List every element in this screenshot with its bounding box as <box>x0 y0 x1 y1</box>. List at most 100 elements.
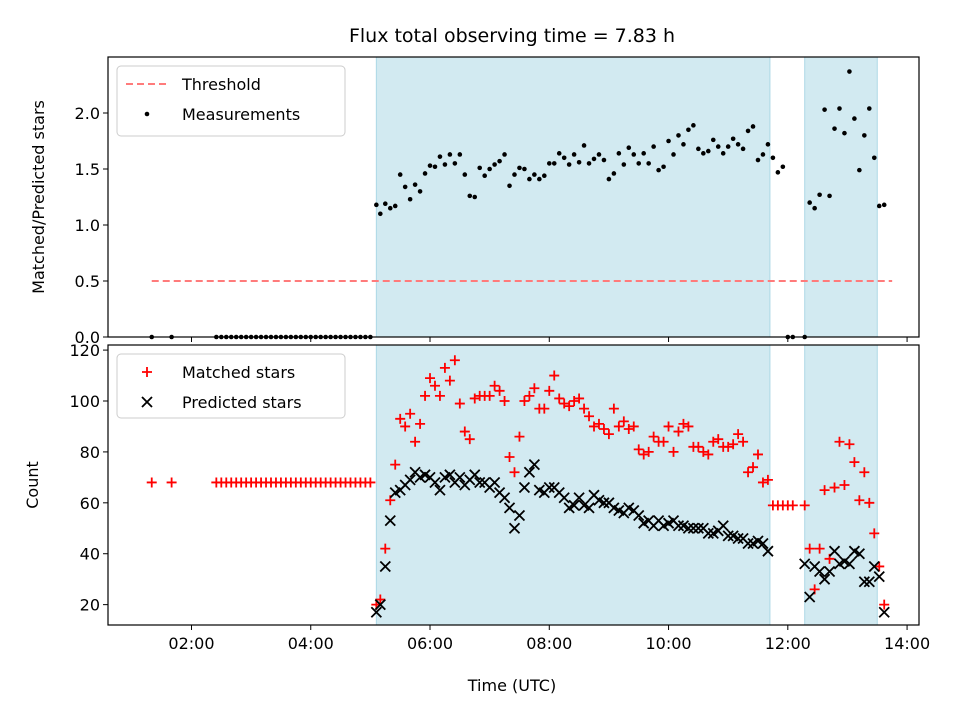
data-point <box>847 69 852 74</box>
data-point <box>579 403 590 414</box>
data-point <box>374 598 386 611</box>
data-point <box>442 162 448 167</box>
data-point <box>844 439 855 450</box>
y-tick-label: 20 <box>80 596 100 615</box>
data-point <box>863 576 875 588</box>
data-point <box>581 143 587 148</box>
data-point <box>576 159 582 165</box>
y-tick-label: 100 <box>69 392 100 411</box>
data-point <box>524 390 535 401</box>
data-point <box>878 606 890 618</box>
data-point <box>849 457 860 468</box>
data-point <box>447 152 453 157</box>
data-point <box>467 193 473 199</box>
data-point <box>365 477 376 488</box>
x-tick-label: 06:00 <box>407 634 453 653</box>
data-point <box>568 499 580 512</box>
data-point <box>546 161 552 166</box>
data-point <box>621 162 627 167</box>
data-point <box>146 477 157 488</box>
data-point <box>828 545 841 557</box>
data-point <box>488 476 501 489</box>
data-point <box>740 146 746 152</box>
data-point <box>437 154 443 159</box>
data-point <box>814 543 825 554</box>
data-point <box>742 537 754 550</box>
shaded-interval <box>375 56 771 338</box>
legend: Matched stars Predicted stars <box>116 353 346 419</box>
data-point <box>656 167 661 173</box>
data-point <box>658 436 669 447</box>
data-point <box>397 172 403 177</box>
legend-label: Predicted stars <box>182 393 302 412</box>
data-point <box>427 163 433 168</box>
data-point <box>668 446 679 457</box>
data-point <box>725 144 731 149</box>
data-point <box>703 449 714 460</box>
data-point <box>661 164 666 170</box>
data-point <box>852 116 857 121</box>
data-point <box>717 520 729 532</box>
data-point <box>854 495 865 506</box>
chart-title: Flux total observing time = 7.83 h <box>349 25 675 47</box>
data-point <box>687 522 700 534</box>
y-tick-label: 60 <box>80 494 100 513</box>
data-point <box>412 182 418 187</box>
data-point <box>415 418 426 429</box>
x-axis-label: Time (UTC) <box>467 676 556 695</box>
data-point <box>869 528 880 539</box>
data-point <box>837 106 842 111</box>
data-point <box>636 161 642 166</box>
legend-marker <box>141 396 153 408</box>
data-point <box>444 375 455 386</box>
y-tick-label: 0.5 <box>75 272 100 291</box>
x-tick-label: 08:00 <box>526 634 572 653</box>
data-point <box>857 167 862 173</box>
data-point <box>571 152 577 157</box>
data-point <box>395 413 406 424</box>
data-point <box>873 570 885 583</box>
data-point <box>832 126 837 131</box>
data-point <box>608 403 619 414</box>
data-point <box>879 599 890 610</box>
data-point <box>596 152 602 157</box>
data-point <box>762 474 773 485</box>
data-point <box>407 196 413 202</box>
data-point <box>853 548 866 560</box>
data-point <box>752 449 763 460</box>
data-point <box>509 467 520 478</box>
y-tick-label: 120 <box>69 341 100 360</box>
data-point <box>686 127 691 133</box>
data-point <box>745 128 751 134</box>
x-tick-label: 12:00 <box>765 634 811 653</box>
data-point <box>681 142 686 147</box>
data-point <box>715 144 721 149</box>
data-point <box>503 502 516 514</box>
data-point <box>452 161 458 166</box>
data-point <box>392 203 398 209</box>
data-point <box>497 158 502 164</box>
data-point <box>868 560 880 573</box>
data-point <box>643 446 654 457</box>
data-point <box>780 164 786 170</box>
data-point <box>817 192 822 198</box>
data-point <box>422 171 428 176</box>
data-point <box>519 396 530 406</box>
data-point <box>750 124 756 129</box>
legend-label: Measurements <box>182 105 300 124</box>
x-tick-label: 14:00 <box>884 634 930 653</box>
data-point <box>603 429 614 440</box>
data-point <box>651 144 656 149</box>
data-point <box>633 444 644 455</box>
data-point <box>380 543 391 554</box>
data-point <box>692 522 704 534</box>
data-point <box>444 469 456 481</box>
data-point <box>558 492 570 504</box>
bottom-panel: 20 40 60 80 100 120 02:00 04:00 06:00 08:00 10:00 1… <box>23 341 930 653</box>
data-point <box>770 155 776 161</box>
legend-label: Matched stars <box>182 363 295 382</box>
data-point <box>459 426 470 437</box>
data-point <box>733 429 744 440</box>
y-tick-label: 1.0 <box>75 216 100 235</box>
